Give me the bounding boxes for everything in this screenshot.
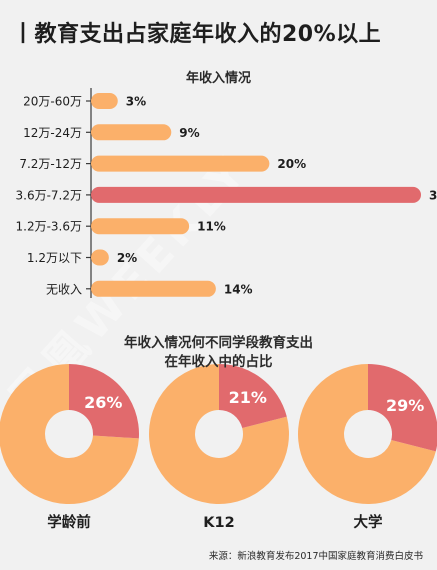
donut-share-slice: [219, 364, 287, 429]
bar-category-label: 1.2万-3.6万: [16, 220, 83, 234]
bar-value-label: 11%: [197, 220, 226, 234]
donut-category-label: 学龄前: [47, 513, 91, 531]
donut-share-slice: [69, 364, 139, 439]
bar: [91, 124, 172, 141]
page-title: 丨教育支出占家庭年收入的20%以上: [12, 22, 382, 47]
bar-value-label: 37%: [429, 188, 437, 202]
bar: [91, 186, 421, 203]
bar-value-label: 20%: [277, 157, 306, 171]
donut-remainder-slice: [149, 364, 289, 504]
donut-value-label: 26%: [84, 393, 122, 412]
pie-chart-title-line-1: 年收入情况何不同学段教育支出: [124, 335, 313, 351]
bar-category-label: 12万-24万: [23, 126, 82, 140]
bar: [91, 155, 270, 172]
donut-remainder-slice: [298, 364, 436, 504]
donut-value-label: 21%: [229, 388, 267, 407]
bar-category-label: 7.2万-12万: [19, 157, 82, 171]
donut-remainder-slice: [0, 364, 139, 504]
bar: [91, 93, 118, 109]
donut-category-label: K12: [203, 515, 234, 531]
bar-category-label: 无收入: [46, 282, 82, 296]
bar-value-label: 9%: [179, 126, 199, 140]
bar: [91, 249, 109, 266]
donut-category-label: 大学: [354, 513, 383, 531]
pie-chart-title: 年收入情况何不同学段教育支出 在年收入中的占比: [0, 334, 437, 372]
pie-chart-title-line-2: 在年收入中的占比: [164, 354, 273, 370]
bar-category-label: 20万-60万: [23, 95, 82, 109]
bar-chart-title: 年收入情况: [185, 71, 251, 86]
bar-value-label: 2%: [117, 251, 137, 265]
bar-category-label: 3.6万-7.2万: [16, 188, 83, 202]
bar-value-label: 3%: [126, 95, 146, 109]
bar: [91, 218, 190, 235]
donut-value-label: 29%: [386, 396, 424, 415]
bar-category-label: 1.2万以下: [27, 251, 82, 265]
bar-value-label: 14%: [224, 282, 253, 296]
bar: [91, 280, 216, 297]
donut-share-slice: [368, 364, 437, 452]
source-note: 来源：新浪教育发布2017中国家庭教育消费白皮书: [208, 551, 423, 562]
